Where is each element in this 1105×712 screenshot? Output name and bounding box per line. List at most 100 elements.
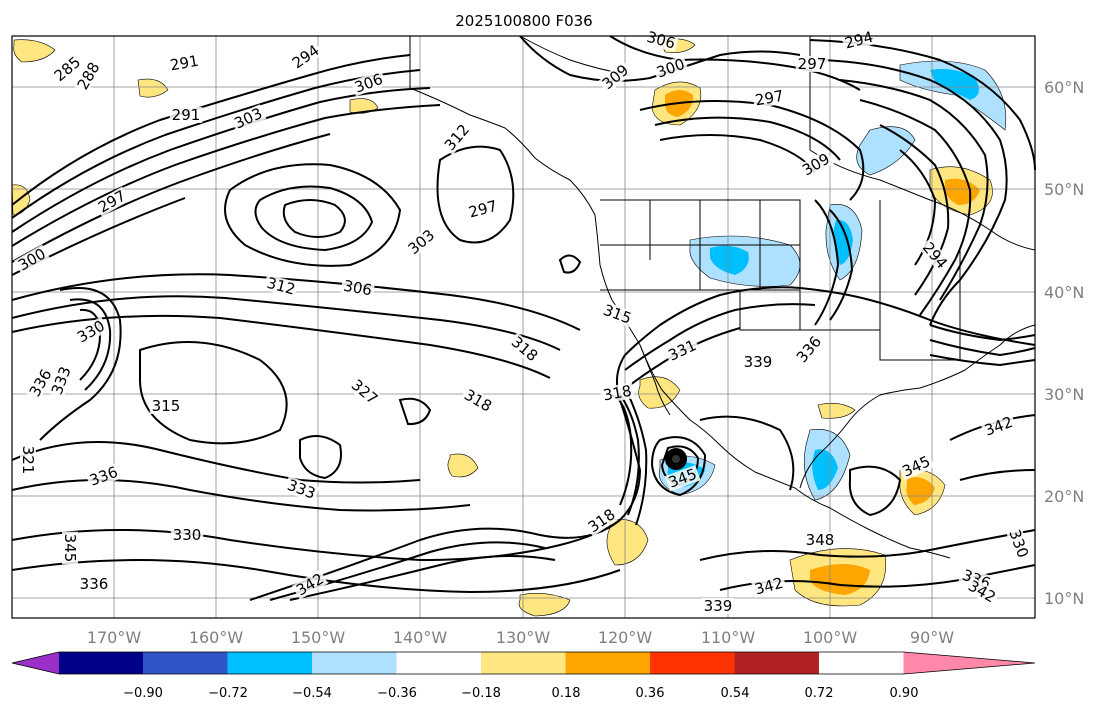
contour-label-bg [170, 527, 204, 543]
contour-label-bg [918, 237, 952, 274]
contour-label-bg [13, 244, 51, 275]
contour-label: 291 [172, 106, 201, 124]
colorbar-swatch [396, 652, 481, 674]
contour-label-bg [346, 375, 383, 409]
colorbar-swatch [565, 652, 650, 674]
contour-label-bg [1005, 525, 1032, 562]
colorbar [11, 651, 1036, 675]
contour-label: 321 [19, 446, 37, 475]
contour-label-bg [169, 107, 203, 123]
lon-tick-label: 130°W [496, 628, 551, 647]
contour-label-bg [283, 476, 320, 503]
contour-label-bg [664, 465, 701, 492]
colorbar-tick-label: 0.90 [890, 686, 919, 701]
lat-tick-label: 60°N [1044, 78, 1084, 97]
contour-label-bg [77, 576, 111, 592]
contour-label-bg [350, 70, 387, 97]
contour-label-bg [803, 532, 837, 548]
contour-label: 330 [173, 526, 202, 544]
contour-label: 306 [342, 277, 373, 300]
colorbar-tick-label: 0.36 [636, 686, 665, 701]
contour-label-bg [48, 362, 75, 399]
colorbar-swatch [650, 652, 735, 674]
colorbar-extend-high [903, 652, 1035, 674]
colorbar-tick-label: 0.18 [552, 686, 581, 701]
colorbar-swatch [481, 652, 566, 674]
colorbar-tick-label: −0.72 [208, 686, 248, 701]
contour-label-bg [62, 531, 78, 565]
colorbar-swatch [143, 652, 228, 674]
map-frame [11, 35, 1036, 619]
contour-label-bg [440, 119, 474, 156]
lat-tick-label: 50°N [1044, 180, 1084, 199]
contour-label-bg [599, 382, 635, 404]
lat-tick-label: 40°N [1044, 283, 1084, 302]
contour-label-bg [340, 277, 376, 299]
contour-label-bg [599, 301, 636, 328]
contour-label: 315 [152, 397, 181, 415]
lon-tick-label: 100°W [803, 628, 858, 647]
contour-label-bg [963, 576, 1001, 607]
lat-tick-label: 20°N [1044, 487, 1084, 506]
colorbar-tick-label: −0.90 [123, 686, 163, 701]
colorbar-swatch [734, 652, 819, 674]
lon-tick-label: 90°W [910, 628, 954, 647]
figure-title: 2025100800 F036 [455, 12, 592, 30]
contour-label-bg [230, 104, 267, 133]
contour-label-bg [980, 413, 1017, 440]
contour-label-bg [459, 385, 497, 416]
colorbar-swatch [312, 652, 397, 674]
contour-label-bg [49, 52, 86, 86]
contour-label-bg [149, 398, 183, 414]
contour-label-bg [287, 40, 324, 73]
contour-label-bg [751, 87, 787, 109]
contour-label-bg [506, 332, 543, 366]
contour-label: 348 [806, 531, 835, 549]
contour-label-bg [73, 57, 104, 95]
contour-label-bg [263, 274, 299, 299]
colorbar-tick-label: −0.36 [377, 686, 417, 701]
longitude-axis: 170°W 160°W 150°W 140°W 130°W 120°W 110°… [87, 628, 954, 647]
contour-label: 297 [754, 87, 785, 110]
contour-label-bg [72, 316, 110, 347]
contour-label: 297 [798, 55, 827, 73]
contour-label-bg [291, 569, 329, 600]
lon-tick-label: 110°W [701, 628, 756, 647]
contour-label-bg [93, 186, 131, 217]
lon-tick-label: 170°W [87, 628, 142, 647]
colorbar-outline [11, 651, 1036, 675]
contour-label-bg [898, 452, 935, 481]
latitude-axis: 60°N 50°N 40°N 30°N 20°N 10°N [1044, 78, 1084, 608]
contour-label-bg [792, 331, 826, 368]
contour-lines [11, 35, 1036, 601]
contour-label: 291 [169, 52, 200, 75]
colorbar-tick-label: −0.54 [292, 686, 332, 701]
lat-tick-label: 10°N [1044, 589, 1084, 608]
contour-label: 339 [704, 597, 733, 615]
colorbar-extend-low [12, 652, 59, 674]
contour-label-bg [403, 225, 440, 259]
colorbar-labels: −0.90 −0.72 −0.54 −0.36 −0.18 0.18 0.36 … [123, 686, 918, 701]
lat-tick-label: 30°N [1044, 385, 1084, 404]
contour-label-bg [583, 504, 620, 537]
contour-label-bg [25, 364, 56, 402]
contour-label-bg [751, 574, 787, 599]
contour-label: 345 [61, 534, 79, 563]
contour-label-bg [797, 149, 835, 180]
lon-tick-label: 120°W [598, 628, 653, 647]
contour-label-bg [841, 28, 877, 53]
contour-label-bg [597, 60, 634, 94]
storm-center-marker [665, 448, 687, 470]
contour-label-bg [20, 443, 36, 477]
contour-label-bg [166, 52, 202, 74]
contour-label-bg [643, 28, 679, 53]
lon-tick-label: 140°W [393, 628, 448, 647]
colorbar-swatch [227, 652, 312, 674]
colorbar-tick-label: 0.72 [805, 686, 834, 701]
lon-tick-label: 150°W [291, 628, 346, 647]
contour-label-bg [652, 55, 689, 82]
contour-label: 339 [744, 353, 773, 371]
